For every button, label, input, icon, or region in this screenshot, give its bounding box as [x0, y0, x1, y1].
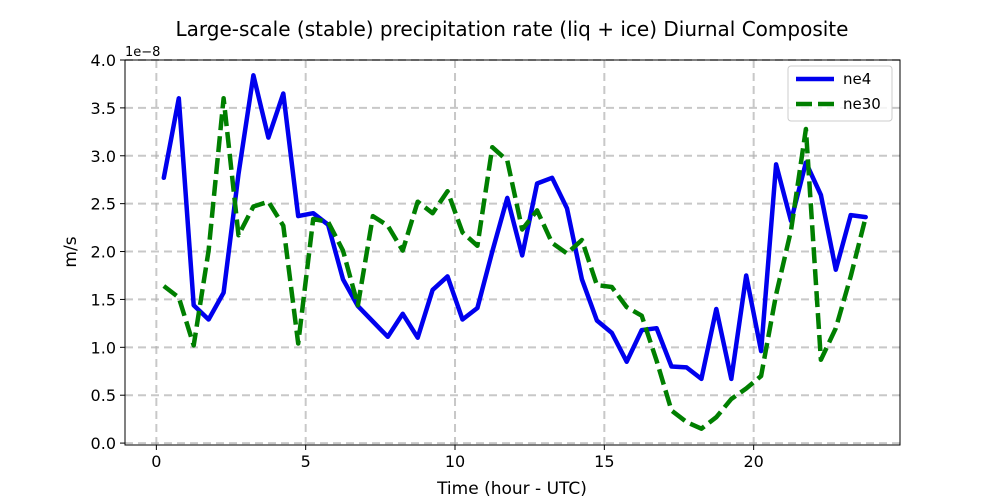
plot-frame — [124, 59, 901, 446]
x-tick-label: 15 — [594, 452, 614, 471]
y-tick-label: 4.0 — [91, 51, 116, 70]
y-axis-label: m/s — [61, 236, 81, 267]
legend-label-ne30: ne30 — [843, 95, 881, 113]
y-tick-label: 0.0 — [91, 434, 116, 453]
y-tick-label: 3.0 — [91, 147, 116, 166]
y-tick-label: 2.0 — [91, 243, 116, 262]
series-line-ne30 — [162, 96, 868, 431]
chart-title: Large-scale (stable) precipitation rate … — [176, 17, 849, 41]
legend-label-ne4: ne4 — [843, 70, 871, 88]
x-tick-label: 0 — [151, 452, 161, 471]
y-tick-label: 1.5 — [91, 290, 116, 309]
x-axis-label: Time (hour - UTC) — [436, 479, 587, 499]
grid — [125, 59, 900, 445]
x-axis: 0 5 10 15 20 — [151, 445, 764, 471]
x-tick-label: 5 — [301, 452, 311, 471]
y-tick-label: 3.5 — [91, 99, 116, 118]
y-axis: 0.0 0.5 1.0 1.5 2.0 2.5 3.0 3.5 4.0 — [91, 51, 125, 453]
y-tick-label: 2.5 — [91, 195, 116, 214]
x-tick-label: 20 — [743, 452, 763, 471]
y-tick-label: 1.0 — [91, 338, 116, 357]
y-tick-label: 0.5 — [91, 386, 116, 405]
legend: ne4 ne30 — [787, 65, 893, 122]
x-tick-label: 10 — [445, 452, 465, 471]
y-offset-label: 1e−8 — [125, 45, 160, 60]
series-line-ne4 — [161, 73, 868, 382]
series-layer — [161, 73, 868, 431]
